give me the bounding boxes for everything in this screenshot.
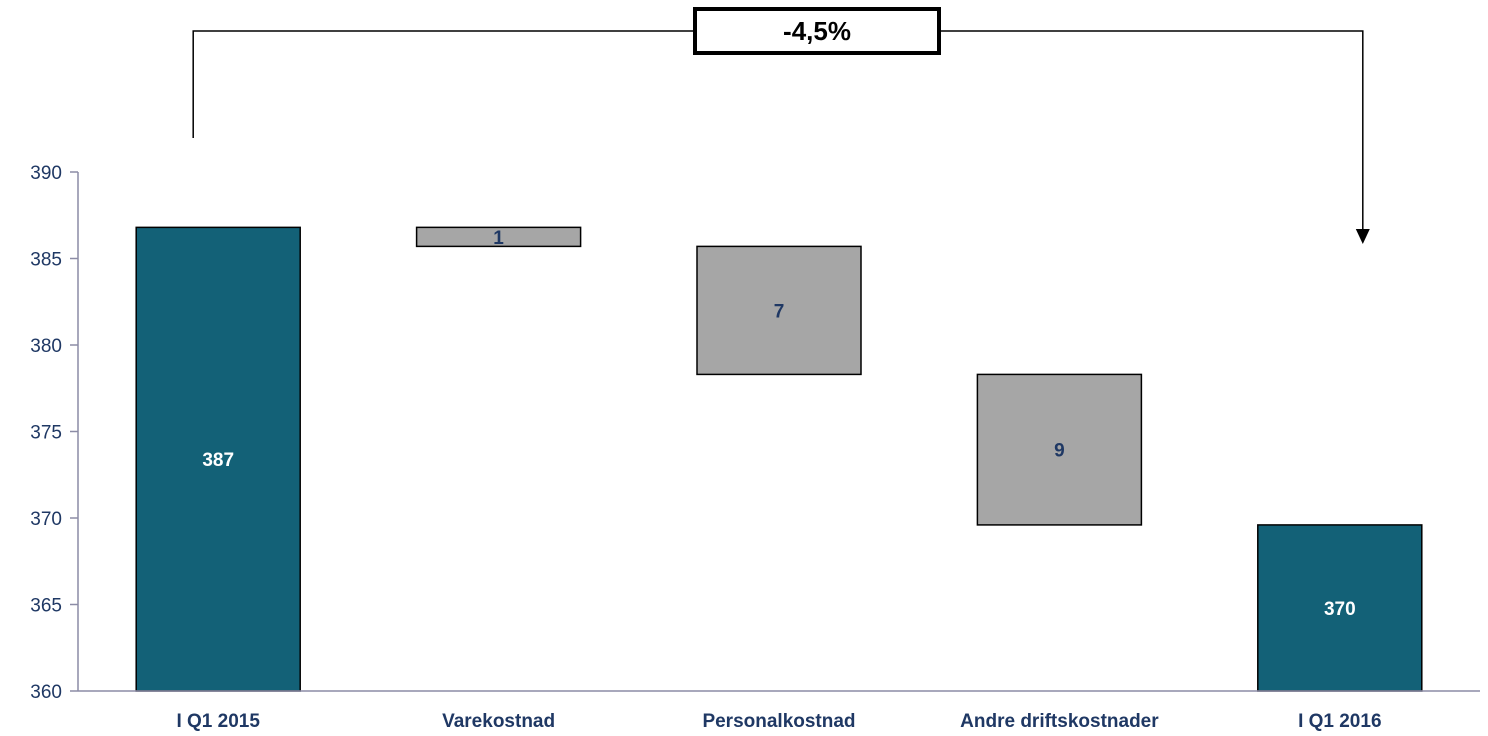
change-annotation: -4,5% [192, 7, 1370, 244]
x-tick-label: Personalkostnad [702, 711, 855, 732]
bar-2 [415, 226, 582, 248]
data-label-2: 1 [493, 228, 504, 249]
x-tick-label: I Q1 2016 [1298, 711, 1381, 732]
change-percent-label: -4,5% [783, 16, 851, 46]
bar-5 [1257, 524, 1423, 692]
axes-layer: 360 365 370 375 380 385 390 I Q1 2015 Varekostna… [30, 163, 1480, 732]
y-tick-label: 370 [30, 509, 62, 530]
change-bracket-line [192, 30, 1364, 230]
arrow-head-icon [1355, 229, 1370, 244]
change-box [693, 7, 941, 55]
bars-layer: 387 1 7 9 370 [135, 226, 1423, 692]
x-tick-label: Varekostnad [442, 711, 555, 732]
data-label-5: 370 [1324, 599, 1356, 620]
data-label-3: 7 [774, 301, 785, 322]
bar-1 [135, 226, 301, 692]
data-label-1: 387 [202, 450, 234, 471]
y-tick-label: 390 [30, 163, 62, 184]
y-tick-label: 365 [30, 596, 62, 617]
y-tick-label: 380 [30, 336, 62, 357]
x-tick-label: I Q1 2015 [176, 711, 260, 732]
y-tick-label: 375 [30, 423, 62, 444]
bar-4 [976, 373, 1143, 526]
y-tick-label: 385 [30, 250, 62, 271]
data-label-4: 9 [1054, 441, 1065, 462]
y-tick-label: 360 [30, 682, 62, 703]
bar-3 [696, 245, 862, 376]
x-tick-label: Andre driftskostnader [960, 711, 1159, 732]
